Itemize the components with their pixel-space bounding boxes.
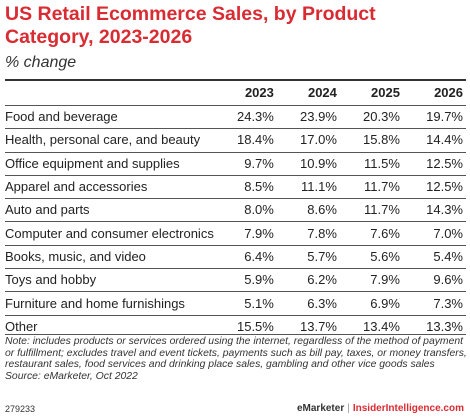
chart-title: US Retail Ecommerce Sales, by Product Ca… [5,3,376,48]
value-cell-2024: 10.9% [300,155,337,171]
brand-name: eMarketer [296,403,345,414]
table-row: Apparel and accessories 8.5% 11.1% 11.7% 12.… [5,175,466,198]
value-cell-2023: 8.5% [244,179,274,195]
row-category-label: Other [5,318,38,334]
value-cell-2025: 13.4% [363,318,400,334]
value-cell-2025: 5.6% [370,248,400,264]
value-cell-2024: 7.8% [307,225,337,241]
value-cell-2023: 8.0% [244,202,274,218]
chart-subtitle: % change [5,54,77,71]
value-cell-2025: 7.6% [370,225,400,241]
table-row: Furniture and home furnishings 5.1% 6.3% 6.… [5,291,466,315]
table-row: Computer and consumer electronics 7.9% 7.8… [5,221,466,245]
value-cell-2025: 15.8% [363,132,400,148]
row-category-label: Computer and consumer electronics [5,225,214,241]
value-cell-2026: 7.3% [433,295,463,311]
value-cell-2023: 7.9% [244,225,274,241]
table-row: Health, personal care, and beauty 18.4% 17… [5,128,466,152]
footer-rule [5,334,466,335]
value-cell-2024: 17.0% [300,132,337,148]
row-category-label: Office equipment and supplies [5,155,180,171]
source-text: Source: eMarketer, Oct 2022 [5,370,138,382]
value-cell-2024: 6.3% [307,295,337,311]
column-header: 2026 [434,85,463,100]
value-cell-2026: 19.7% [426,109,463,125]
value-cell-2024: 23.9% [300,109,337,125]
row-category-label: Apparel and accessories [5,179,148,195]
row-category-label: Food and beverage [5,109,118,125]
table-row: Other 15.5% 13.7% 13.4% 13.3% [5,315,466,338]
value-cell-2025: 7.9% [370,272,400,288]
value-cell-2026: 5.4% [433,248,463,264]
table-row: Auto and parts 8.0% 8.6% 11.7% 14.3% [5,198,466,222]
table-body: Food and beverage 24.3% 23.9% 20.3% 19.7% Hea… [5,105,466,338]
note-text: Note: includes products or services orde… [5,336,467,371]
chart-note: Note: includes products or services orde… [5,336,467,382]
table-row: Books, music, and video 6.4% 5.7% 5.6% 5.4% [5,245,466,268]
data-table: 2023 2024 2025 2026 Food and beverage 24.… [5,81,466,338]
chart-id: 279233 [5,404,36,414]
table-row: Office equipment and supplies 9.7% 10.9% 11… [5,152,466,175]
value-cell-2024: 6.2% [307,272,337,288]
value-cell-2023: 5.1% [244,295,274,311]
value-cell-2023: 15.5% [236,318,274,334]
brand-separator: | [347,403,350,414]
site-link[interactable]: InsiderIntelligence.com [352,403,464,414]
table-row: Toys and hobby 5.9% 6.2% 7.9% 9.6% [5,268,466,292]
value-cell-2025: 6.9% [370,295,400,311]
value-cell-2026: 7.0% [433,225,463,241]
table-row: Food and beverage 24.3% 23.9% 20.3% 19.7% [5,105,466,129]
value-cell-2024: 8.6% [307,202,337,218]
value-cell-2026: 9.6% [433,272,463,288]
value-cell-2026: 14.3% [426,202,463,218]
row-category-label: Auto and parts [5,202,90,218]
value-cell-2026: 12.5% [426,155,463,171]
value-cell-2025: 20.3% [363,109,400,125]
value-cell-2023: 6.4% [244,248,274,264]
value-cell-2023: 5.9% [244,272,274,288]
value-cell-2023: 9.7% [244,155,274,171]
value-cell-2023: 24.3% [236,109,274,125]
value-cell-2026: 13.3% [426,318,463,334]
header-row: 2023 2024 2025 2026 [5,81,466,106]
value-cell-2023: 18.4% [236,132,274,148]
row-category-label: Toys and hobby [5,272,97,288]
column-header: 2023 [244,85,274,100]
row-category-label: Furniture and home furnishings [5,295,185,311]
value-cell-2026: 14.4% [426,132,463,148]
column-header: 2025 [371,85,400,100]
row-category-label: Books, music, and video [5,248,146,264]
value-cell-2026: 12.5% [426,179,463,195]
value-cell-2025: 11.7% [364,202,400,218]
value-cell-2024: 13.7% [300,318,337,334]
value-cell-2024: 11.1% [300,179,337,195]
value-cell-2025: 11.7% [364,179,400,195]
column-header: 2024 [307,85,337,100]
value-cell-2025: 11.5% [364,155,400,171]
value-cell-2024: 5.7% [307,248,337,264]
row-category-label: Health, personal care, and beauty [5,132,201,148]
header-category-blank [5,81,214,106]
footer-brand: eMarketer | InsiderIntelligence.com [297,403,464,414]
header-rule [5,79,466,81]
